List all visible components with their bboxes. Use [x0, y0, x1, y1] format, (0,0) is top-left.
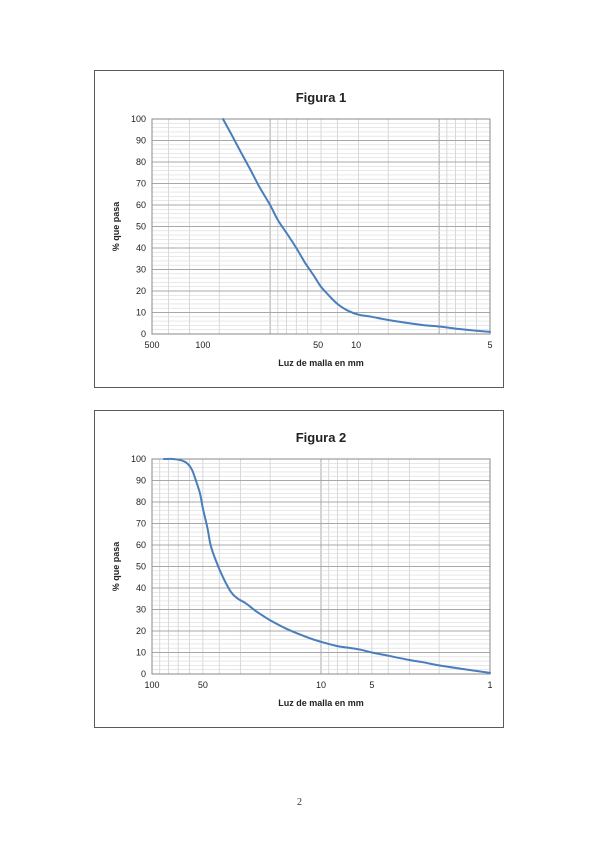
- y-tick-label: 10: [136, 648, 146, 658]
- y-tick-label: 40: [136, 243, 146, 253]
- y-tick-label: 10: [136, 308, 146, 318]
- chart-figura-1: Figura 1 0 10 20 30 40 50 60 70 80 90 100 500 100 50 10…: [94, 70, 504, 388]
- plot-area-border: [151, 458, 491, 675]
- x-tick-label: 10: [316, 680, 326, 690]
- y-tick-label: 30: [136, 605, 146, 615]
- y-tick-label: 0: [141, 669, 146, 679]
- y-tick-label: 70: [136, 179, 146, 189]
- page-number: 2: [297, 797, 302, 808]
- y-tick-label: 50: [136, 562, 146, 572]
- y-tick-label: 60: [136, 200, 146, 210]
- y-axis-label: % que pasa: [111, 541, 121, 592]
- y-tick-label: 60: [136, 540, 146, 550]
- y-tick-label: 70: [136, 519, 146, 529]
- chart-figura-2: Figura 2 0 10 20 30 40 50 60 70 80 90 100 100 50 10 5 1 L…: [94, 410, 504, 728]
- x-axis-label: Luz de malla en mm: [278, 358, 364, 368]
- y-tick-label: 100: [131, 114, 146, 124]
- y-tick-label: 90: [136, 476, 146, 486]
- x-tick-label: 1: [487, 680, 492, 690]
- y-tick-label: 50: [136, 222, 146, 232]
- y-tick-label: 20: [136, 286, 146, 296]
- horizontal-gridlines: [152, 118, 490, 335]
- x-tick-label: 100: [144, 680, 159, 690]
- chart-title: Figura 1: [296, 90, 347, 105]
- x-tick-label: 100: [195, 340, 210, 350]
- y-tick-label: 80: [136, 497, 146, 507]
- y-axis-label: % que pasa: [111, 201, 121, 252]
- y-tick-label: 30: [136, 265, 146, 275]
- x-tick-label: 50: [313, 340, 323, 350]
- x-tick-label: 500: [144, 340, 159, 350]
- chart-figura-2-plot: Figura 2 0 10 20 30 40 50 60 70 80 90 100 100 50 10 5 1 L…: [111, 430, 493, 708]
- x-tick-label: 5: [369, 680, 374, 690]
- x-axis-label: Luz de malla en mm: [278, 698, 364, 708]
- chart-figura-1-plot: Figura 1 0 10 20 30 40 50 60 70 80 90 100 500 100 50 10…: [111, 90, 493, 368]
- y-tick-label: 90: [136, 136, 146, 146]
- y-tick-label: 80: [136, 157, 146, 167]
- y-tick-label: 0: [141, 329, 146, 339]
- chart-title: Figura 2: [296, 430, 347, 445]
- series-line: [222, 118, 491, 333]
- y-tick-label: 40: [136, 583, 146, 593]
- y-tick-label: 100: [131, 454, 146, 464]
- x-tick-label: 5: [487, 340, 492, 350]
- plot-area-border: [151, 118, 491, 335]
- x-tick-label: 10: [351, 340, 361, 350]
- x-tick-label: 50: [198, 680, 208, 690]
- y-tick-label: 20: [136, 626, 146, 636]
- series-line: [162, 457, 491, 674]
